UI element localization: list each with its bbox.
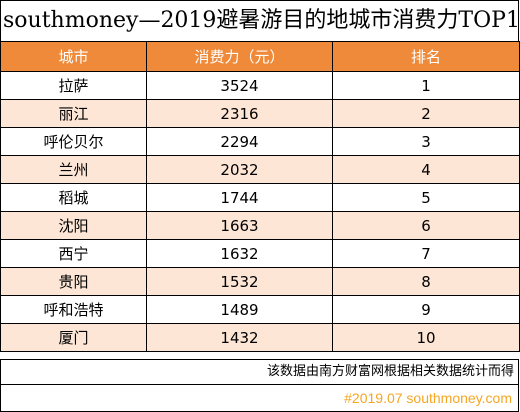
cell-rank: 3 <box>332 127 520 156</box>
table-row: 呼伦贝尔 2294 3 <box>0 127 520 156</box>
cell-rank: 1 <box>332 71 520 100</box>
cell-spending: 1663 <box>146 211 333 240</box>
table-row: 沈阳 1663 6 <box>0 211 520 240</box>
cell-city: 丽江 <box>0 99 147 128</box>
chart-title: southmoney—2019避暑游目的地城市消费力TOP10 <box>0 0 519 42</box>
table-row: 贵阳 1532 8 <box>0 267 520 296</box>
cell-spending: 2316 <box>146 99 333 128</box>
header-row: 城市 消费力（元） 排名 <box>0 41 520 72</box>
column-header-spending: 消费力（元） <box>146 41 333 72</box>
table-row: 丽江 2316 2 <box>0 99 520 128</box>
cell-spending: 2032 <box>146 155 333 184</box>
cell-spending: 1489 <box>146 295 333 324</box>
table-row: 拉萨 3524 1 <box>0 71 520 100</box>
cell-rank: 6 <box>332 211 520 240</box>
table-row: 呼和浩特 1489 9 <box>0 295 520 324</box>
cell-rank: 4 <box>332 155 520 184</box>
cell-city: 呼和浩特 <box>0 295 147 324</box>
source-note: 该数据由南方财富网根据相关数据统计而得 <box>0 359 519 385</box>
table-row: 兰州 2032 4 <box>0 155 520 184</box>
cell-city: 呼伦贝尔 <box>0 127 147 156</box>
cell-city: 西宁 <box>0 239 147 268</box>
cell-rank: 8 <box>332 267 520 296</box>
cell-spending: 1744 <box>146 183 333 212</box>
cell-rank: 5 <box>332 183 520 212</box>
cell-spending: 1432 <box>146 323 333 352</box>
cell-city: 稻城 <box>0 183 147 212</box>
cell-spending: 3524 <box>146 71 333 100</box>
table-row: 西宁 1632 7 <box>0 239 520 268</box>
table-body: 拉萨 3524 1 丽江 2316 2 呼伦贝尔 2294 3 兰州 2032 4 稻城 1744 5 沈阳 1… <box>0 71 520 352</box>
cell-rank: 9 <box>332 295 520 324</box>
cell-city: 厦门 <box>0 323 147 352</box>
cell-city: 兰州 <box>0 155 147 184</box>
cell-rank: 7 <box>332 239 520 268</box>
table-row: 厦门 1432 10 <box>0 323 520 352</box>
cell-city: 沈阳 <box>0 211 147 240</box>
cell-spending: 2294 <box>146 127 333 156</box>
cell-spending: 1632 <box>146 239 333 268</box>
cell-city: 贵阳 <box>0 267 147 296</box>
footer-watermark: #2019.07 southmoney.com <box>0 385 519 412</box>
cell-spending: 1532 <box>146 267 333 296</box>
cell-rank: 10 <box>332 323 520 352</box>
cell-city: 拉萨 <box>0 71 147 100</box>
cell-rank: 2 <box>332 99 520 128</box>
data-table: 城市 消费力（元） 排名 拉萨 3524 1 丽江 2316 2 呼伦贝尔 2294 3 兰州 20… <box>0 41 520 352</box>
column-header-city: 城市 <box>0 41 147 72</box>
column-header-rank: 排名 <box>332 41 520 72</box>
table-row: 稻城 1744 5 <box>0 183 520 212</box>
